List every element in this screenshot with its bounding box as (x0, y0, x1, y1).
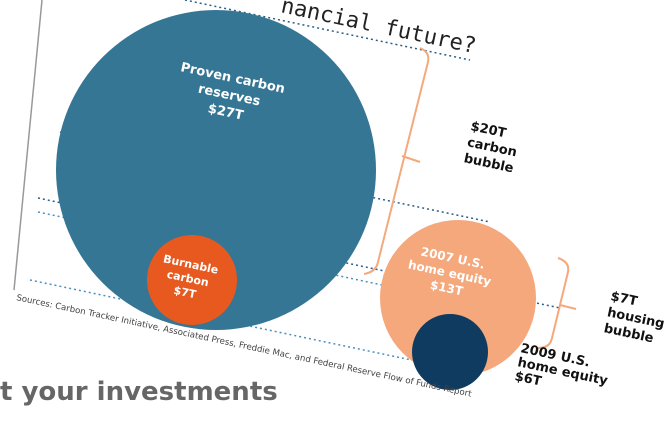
bubble-value: $7T (172, 284, 198, 302)
bracket (537, 257, 577, 349)
bubble (147, 235, 237, 325)
bubble (56, 10, 376, 330)
bracket-label: $20T (469, 119, 507, 141)
guide-line (184, 0, 471, 61)
bracket (363, 47, 430, 275)
bubble-value: $27T (206, 101, 244, 123)
bubble-value: $13T (429, 278, 465, 299)
bracket-label: $7T (609, 289, 639, 309)
guide-line (59, 131, 491, 223)
frame-edge (13, 0, 43, 291)
bubble (412, 314, 488, 390)
footer: t your investments (0, 377, 278, 407)
bubble-value: $6T (513, 369, 543, 389)
